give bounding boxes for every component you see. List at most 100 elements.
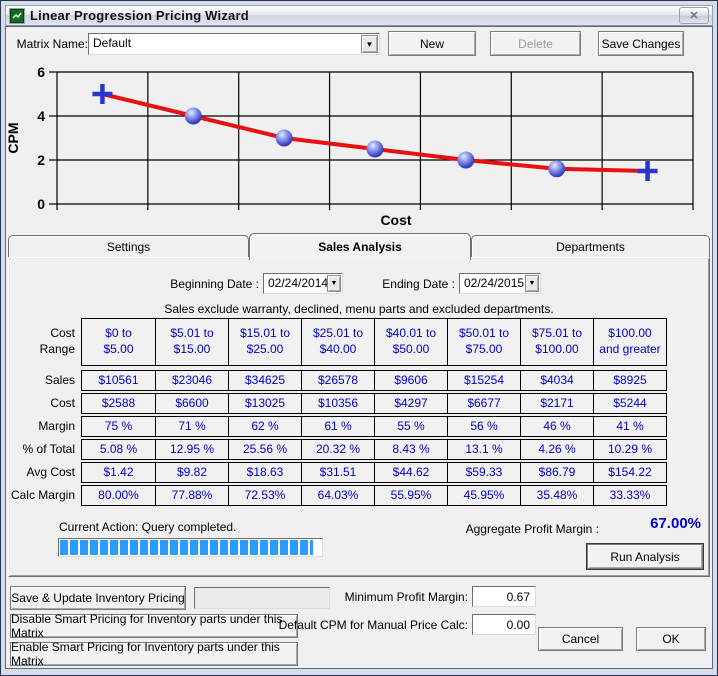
table-cell: 10.29 % xyxy=(593,440,666,459)
table-row: Avg Cost $1.42 $9.82 $18.63 $31.51 $44.62 $59.… xyxy=(9,462,667,483)
table-cell: 71 % xyxy=(155,417,228,436)
new-button[interactable]: New xyxy=(388,31,476,56)
table-cell: $9606 xyxy=(374,371,447,390)
cost-range-header-cell: $50.01 to $75.00 xyxy=(447,319,520,365)
enable-smart-pricing-button[interactable]: Enable Smart Pricing for Inventory parts… xyxy=(10,640,298,668)
plus-marker xyxy=(637,161,658,181)
cancel-button[interactable]: Cancel xyxy=(538,627,623,651)
table-cell: $18.63 xyxy=(228,463,301,482)
table-cell: 33.33% xyxy=(593,486,666,505)
tab-settings[interactable]: Settings xyxy=(8,235,249,257)
beginning-date-label: Beginning Date : xyxy=(170,277,259,291)
row-cells: 5.08 % 12.95 % 25.56 % 20.32 % 8.43 % 13.1 % 4… xyxy=(81,439,667,460)
default-cpm-input[interactable] xyxy=(472,614,536,635)
default-cpm-label: Default CPM for Manual Price Calc: xyxy=(278,618,468,632)
row-cells: $10561 $23046 $34625 $26578 $9606 $15254 $4034… xyxy=(81,370,667,391)
table-row: Sales $10561 $23046 $34625 $26578 $9606 $15254… xyxy=(9,370,667,391)
table-cell: $6677 xyxy=(447,394,520,413)
table-cell: 64.03% xyxy=(301,486,374,505)
table-cell: $23046 xyxy=(155,371,228,390)
ending-date-label: Ending Date : xyxy=(382,277,455,291)
chevron-down-icon[interactable]: ▼ xyxy=(361,35,378,53)
table-cell: $5244 xyxy=(593,394,666,413)
table-cell: 4.26 % xyxy=(520,440,593,459)
table-cell: 77.88% xyxy=(155,486,228,505)
matrix-name-combobox[interactable]: Default ▼ xyxy=(88,33,380,55)
table-row: Cost $2588 $6600 $13025 $10356 $4297 $6677 $217… xyxy=(9,393,667,414)
table-cell: $154.22 xyxy=(593,463,666,482)
sphere-marker xyxy=(275,129,293,147)
table-cell: $10561 xyxy=(98,372,139,387)
ending-date-picker[interactable]: 02/24/2015 ▼ xyxy=(459,273,541,294)
table-cell: $8925 xyxy=(593,371,666,390)
y-tick-label: 6 xyxy=(37,64,45,80)
table-cell: 5.08 % xyxy=(99,441,138,456)
chevron-down-icon[interactable]: ▼ xyxy=(525,275,539,292)
save-update-inventory-pricing-button[interactable]: Save & Update Inventory Pricing xyxy=(10,586,186,610)
table-cell: 12.95 % xyxy=(155,440,228,459)
table-cell: $15254 xyxy=(447,371,520,390)
secondary-progress-field xyxy=(194,587,330,609)
row-label: Margin xyxy=(38,418,75,433)
matrix-name-value: Default xyxy=(93,36,132,50)
y-axis-label: CPM xyxy=(6,122,21,153)
beginning-date-picker[interactable]: 02/24/2014 ▼ xyxy=(263,273,343,294)
table-cell: 41 % xyxy=(593,417,666,436)
title-bar: Linear Progression Pricing Wizard ✕ xyxy=(5,5,713,26)
aggregate-profit-margin-label: Aggregate Profit Margin : xyxy=(465,522,599,536)
row-cells: 75 % 71 % 62 % 61 % 55 % 56 % 46 % 41 % xyxy=(81,416,667,437)
sales-exclusion-note: Sales exclude warranty, declined, menu p… xyxy=(164,302,554,316)
table-cell: $13025 xyxy=(228,394,301,413)
table-cell: $9.82 xyxy=(155,463,228,482)
save-changes-button[interactable]: Save Changes xyxy=(598,31,684,56)
sphere-marker xyxy=(366,140,384,158)
close-icon: ✕ xyxy=(689,10,699,22)
table-cell: $2588 xyxy=(101,395,136,410)
y-tick-label: 2 xyxy=(37,152,45,168)
row-label: Cost xyxy=(50,395,75,410)
table-cell: 46 % xyxy=(520,417,593,436)
y-tick-label: 0 xyxy=(37,196,45,212)
sphere-marker xyxy=(457,151,475,169)
table-cell: $10356 xyxy=(301,394,374,413)
disable-smart-pricing-button[interactable]: Disable Smart Pricing for Inventory part… xyxy=(10,612,298,640)
table-cell: 8.43 % xyxy=(374,440,447,459)
y-tick-label: 4 xyxy=(37,108,45,124)
table-cell: 55 % xyxy=(374,417,447,436)
table-cell: $26578 xyxy=(301,371,374,390)
tab-departments[interactable]: Departments xyxy=(471,235,710,257)
sales-analysis-panel: Beginning Date : 02/24/2014 ▼ Ending Dat… xyxy=(8,257,710,577)
ok-button[interactable]: OK xyxy=(636,627,706,651)
cpm-cost-chart: 0 2 4 6 CPM Cost xyxy=(6,64,694,228)
delete-button[interactable]: Delete xyxy=(490,31,581,56)
table-row: Calc Margin 80.00% 77.88% 72.53% 64.03% 55.95… xyxy=(9,485,667,506)
chevron-down-icon[interactable]: ▼ xyxy=(327,275,341,292)
close-button[interactable]: ✕ xyxy=(679,7,709,24)
app-icon xyxy=(9,7,25,24)
table-cell: 45.95% xyxy=(447,486,520,505)
minimum-profit-margin-input[interactable] xyxy=(472,586,536,607)
table-cell: $4034 xyxy=(520,371,593,390)
run-analysis-button[interactable]: Run Analysis xyxy=(587,544,703,569)
cost-range-header-cell: $100.00 and greater xyxy=(593,319,666,365)
row-cells: 80.00% 77.88% 72.53% 64.03% 55.95% 45.95% 35.4… xyxy=(81,485,667,506)
table-cell: $1.42 xyxy=(103,464,134,479)
table-cell: $44.62 xyxy=(374,463,447,482)
table-cell: 20.32 % xyxy=(301,440,374,459)
table-cell: $59.33 xyxy=(447,463,520,482)
table-cell: 55.95% xyxy=(374,486,447,505)
table-cell: 13.1 % xyxy=(447,440,520,459)
row-cells: $2588 $6600 $13025 $10356 $4297 $6677 $2171 $52… xyxy=(81,393,667,414)
beginning-date-value: 02/24/2014 xyxy=(268,276,329,290)
row-label: % of Total xyxy=(22,441,75,456)
matrix-name-label: Matrix Name: xyxy=(16,37,88,51)
row-label: Sales xyxy=(44,372,75,387)
table-cell: $4297 xyxy=(374,394,447,413)
table-cell: $2171 xyxy=(520,394,593,413)
cost-range-header-cell: $40.01 to $50.00 xyxy=(374,319,447,365)
sphere-marker xyxy=(184,107,202,125)
row-cells: $0 to $5.00 $5.01 to $15.00 $15.01 to $25.00 $… xyxy=(81,318,667,366)
x-axis-label: Cost xyxy=(380,212,411,228)
tab-sales-analysis[interactable]: Sales Analysis xyxy=(249,233,471,260)
